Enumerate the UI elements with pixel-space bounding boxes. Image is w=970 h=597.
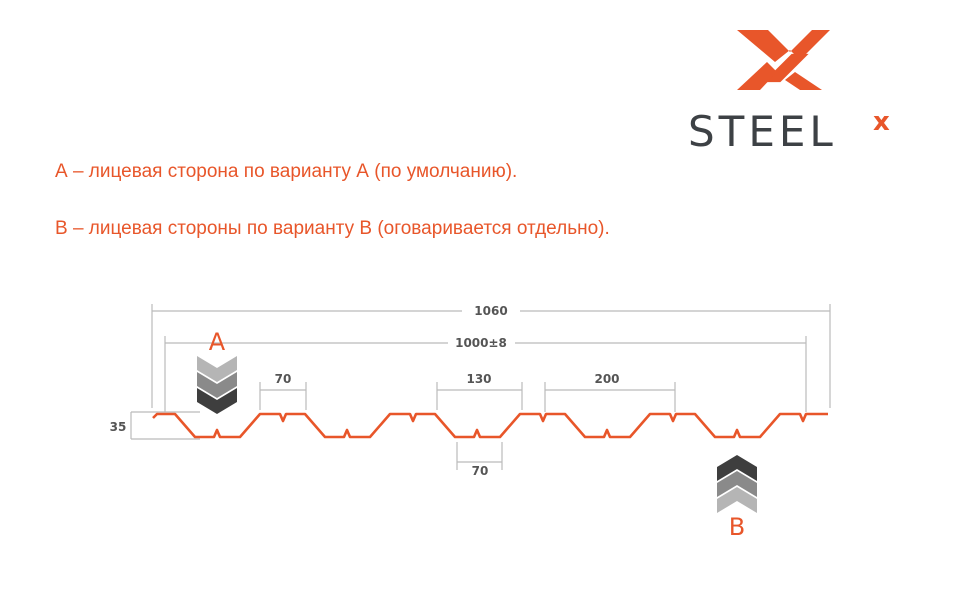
dimension-lines	[130, 304, 831, 470]
arrow-up-icon	[717, 455, 757, 513]
dim-height: 35	[110, 420, 127, 434]
profile-line	[152, 412, 828, 439]
steelx-logo: STEEL x	[688, 30, 890, 156]
logo-text: STEEL	[688, 107, 837, 156]
svg-text:x: x	[873, 107, 890, 137]
dim-rib-top: 70	[275, 372, 292, 386]
dim-1060: 1060	[474, 304, 507, 318]
side-a-label: A	[209, 328, 226, 356]
side-b-label: B	[729, 513, 745, 541]
arrow-down-icon	[197, 356, 237, 414]
note-side-b: В – лицевая стороны по варианту В (огова…	[55, 218, 610, 239]
dim-rib-bottom: 70	[472, 464, 489, 478]
dim-rib-top-span: 130	[466, 372, 491, 386]
note-side-a: А – лицевая сторона по варианту А (по ум…	[55, 161, 518, 182]
dim-1000: 1000±8	[455, 336, 507, 350]
dim-pitch: 200	[594, 372, 619, 386]
